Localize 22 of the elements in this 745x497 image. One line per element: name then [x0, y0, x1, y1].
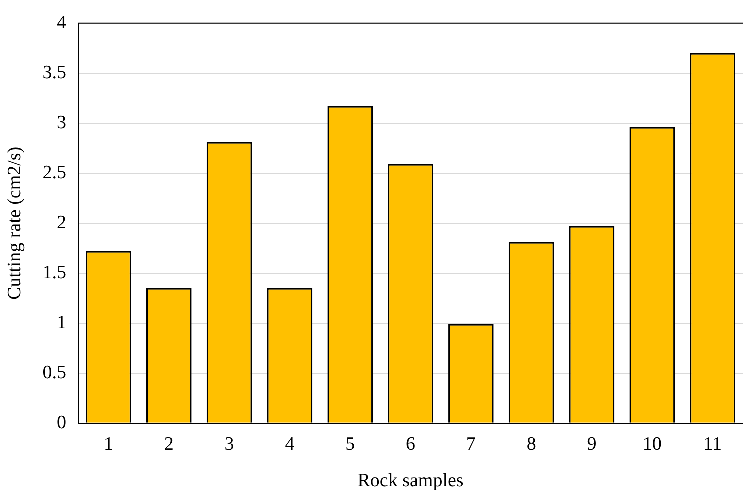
x-tick-label: 8 [526, 434, 536, 455]
x-tick-label: 2 [164, 434, 174, 455]
y-tick-label: 1.5 [42, 262, 67, 284]
y-tick-label: 0 [57, 412, 67, 434]
x-axis-title: Rock samples [358, 470, 464, 492]
y-tick-label: 0.5 [42, 362, 67, 384]
x-tick-label: 5 [346, 434, 356, 455]
x-tick-label: 6 [406, 434, 416, 455]
y-tick-label: 1 [57, 312, 67, 334]
y-tick-label: 2 [57, 212, 67, 234]
x-tick-label: 9 [587, 434, 597, 455]
y-tick-label: 2.5 [42, 162, 67, 184]
y-tick-label: 3 [57, 112, 67, 134]
x-tick-label: 11 [704, 434, 722, 455]
x-tick-label: 10 [642, 434, 662, 455]
y-tick-label: 4 [57, 12, 68, 34]
y-axis-title: Cutting rate (cm2/s) [4, 146, 26, 300]
x-tick-label: 7 [466, 434, 476, 455]
x-tick-label: 4 [285, 434, 296, 455]
x-tick-label: 1 [104, 434, 114, 455]
y-tick-label: 3.5 [42, 62, 67, 84]
x-tick-label: 3 [224, 434, 234, 455]
